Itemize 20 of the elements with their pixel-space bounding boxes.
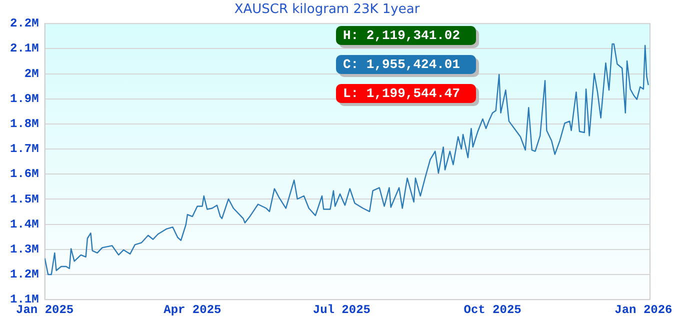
y-tick-label: 1.2M [10, 268, 39, 282]
y-tick-label: 2.2M [10, 16, 39, 31]
annotation: H: 2,119,341.02 [336, 26, 476, 45]
x-tick-label: Jan 2025 [16, 302, 74, 317]
y-tick-label: 1.3M [10, 242, 39, 256]
y-tick-label: 1.4M [10, 217, 39, 232]
y-tick-label: 2.1M [10, 42, 39, 56]
chart-title: XAUSCR kilogram 23K 1year [234, 2, 420, 18]
annotation: C: 1,955,424.01 [336, 55, 476, 74]
y-tick-label: 1.9M [10, 92, 39, 106]
x-tick-label: Jul 2025 [312, 302, 370, 317]
x-tick-label: Apr 2025 [164, 302, 222, 317]
y-tick-label: 1.6M [10, 167, 39, 182]
y-tick-label: 1.7M [10, 142, 39, 156]
y-tick-label: 2M [24, 66, 39, 81]
annotation: L: 1,199,544.47 [336, 84, 476, 103]
y-tick-label: 1.5M [10, 192, 39, 206]
x-tick-label: Oct 2025 [464, 302, 522, 317]
x-tick-label: Jan 2026 [614, 302, 672, 317]
y-tick-label: 1.8M [10, 116, 39, 131]
